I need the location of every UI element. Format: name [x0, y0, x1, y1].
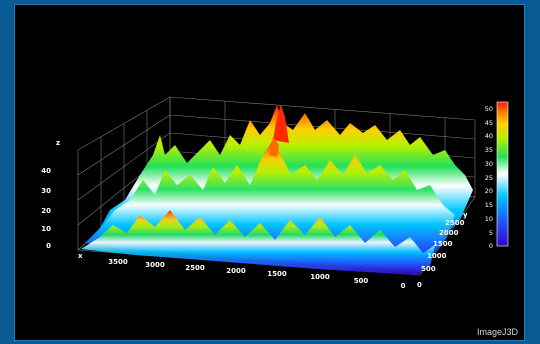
surface-peak [269, 137, 279, 157]
x-tick: 3000 [145, 261, 165, 269]
colorbar-tick: 25 [485, 174, 493, 182]
z-axis-labels: z 40 30 20 10 0 [41, 139, 60, 250]
z-tick: 40 [41, 167, 51, 175]
x-axis-labels: x 3500 3000 2500 2000 1500 1000 500 0 [78, 252, 406, 290]
surface-front-layer [81, 210, 435, 275]
x-axis-name: x [78, 252, 83, 260]
z-tick: 0 [46, 242, 51, 250]
colorbar: 0 5 10 15 20 25 30 35 40 45 50 [485, 101, 509, 250]
y-tick: 2000 [439, 229, 459, 237]
colorbar-gradient [496, 101, 509, 247]
x-tick: 2000 [226, 267, 246, 275]
z-axis-name: z [56, 139, 60, 147]
x-tick: 1500 [267, 270, 287, 278]
y-tick: 2500 [445, 219, 465, 227]
colorbar-tick: 5 [489, 229, 493, 237]
z-tick: 30 [41, 187, 51, 195]
colorbar-tick: 20 [485, 187, 493, 195]
y-tick: 1000 [427, 252, 447, 260]
x-tick: 1000 [310, 273, 330, 281]
z-tick: 10 [41, 225, 51, 233]
y-tick: 1500 [433, 240, 453, 248]
colorbar-tick: 35 [485, 146, 493, 154]
plot-viewport[interactable]: z 40 30 20 10 0 x 3500 3000 2500 2000 15… [14, 4, 525, 341]
surface-peak [273, 105, 289, 143]
colorbar-tick: 30 [485, 160, 493, 168]
colorbar-tick: 10 [485, 215, 493, 223]
x-tick: 2500 [185, 264, 205, 272]
y-axis-labels: 0 500 1000 1500 2000 2500 y [417, 211, 468, 289]
colorbar-tick: 50 [485, 105, 493, 113]
y-tick: 500 [421, 265, 436, 273]
y-tick: 0 [417, 281, 422, 289]
x-tick: 500 [354, 277, 369, 285]
surface-mesh [81, 105, 473, 275]
x-tick: 3500 [108, 258, 128, 266]
colorbar-tick: 45 [485, 119, 493, 127]
colorbar-tick: 15 [485, 201, 493, 209]
colorbar-tick: 0 [489, 242, 493, 250]
z-tick: 20 [41, 207, 51, 215]
watermark: ImageJ3D [476, 327, 518, 337]
colorbar-tick: 40 [485, 132, 493, 140]
y-axis-name: y [463, 211, 468, 219]
x-tick: 0 [401, 282, 406, 290]
surface-plot-3d: z 40 30 20 10 0 x 3500 3000 2500 2000 15… [41, 96, 509, 290]
